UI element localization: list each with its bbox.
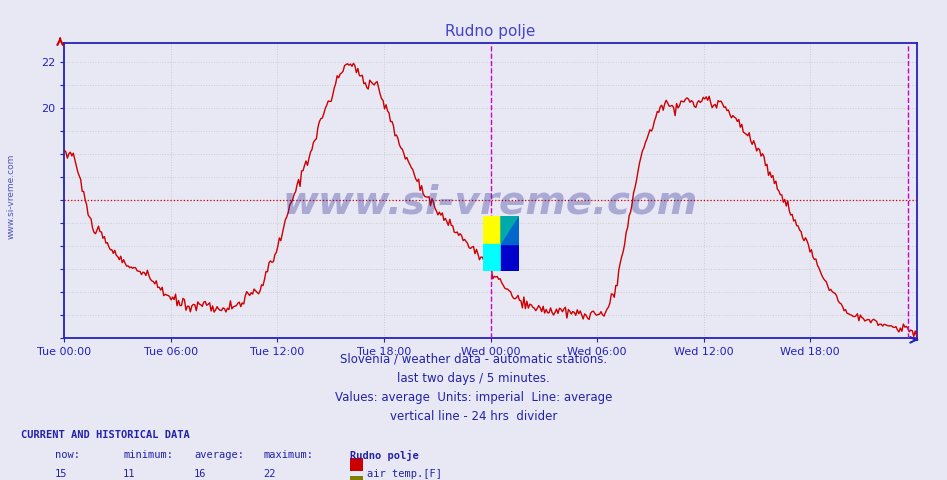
Text: last two days / 5 minutes.: last two days / 5 minutes. (397, 372, 550, 385)
Polygon shape (501, 216, 519, 244)
Text: vertical line - 24 hrs  divider: vertical line - 24 hrs divider (390, 410, 557, 423)
Text: Values: average  Units: imperial  Line: average: Values: average Units: imperial Line: av… (335, 391, 612, 404)
Text: 22: 22 (263, 469, 276, 479)
Text: 16: 16 (194, 469, 206, 479)
Text: 11: 11 (123, 469, 135, 479)
Text: maximum:: maximum: (263, 450, 313, 460)
Text: CURRENT AND HISTORICAL DATA: CURRENT AND HISTORICAL DATA (21, 430, 189, 440)
Text: www.si-vreme.com: www.si-vreme.com (283, 184, 698, 222)
Bar (501, 244, 519, 271)
Text: air temp.[F]: air temp.[F] (367, 469, 442, 479)
Text: www.si-vreme.com: www.si-vreme.com (7, 154, 16, 240)
Title: Rudno polje: Rudno polje (445, 24, 536, 39)
Text: Rudno polje: Rudno polje (350, 450, 420, 461)
Text: now:: now: (55, 450, 80, 460)
Bar (483, 216, 501, 244)
Bar (483, 244, 501, 271)
Text: minimum:: minimum: (123, 450, 173, 460)
Text: Slovenia / weather data - automatic stations.: Slovenia / weather data - automatic stat… (340, 353, 607, 366)
Text: 15: 15 (55, 469, 67, 479)
Polygon shape (501, 216, 519, 244)
Text: average:: average: (194, 450, 244, 460)
